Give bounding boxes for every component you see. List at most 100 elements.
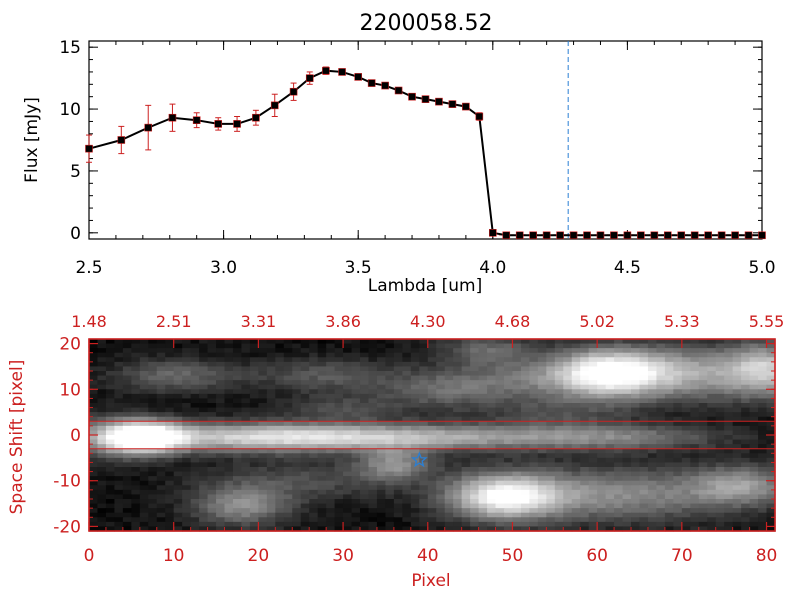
heatmap-cell [309, 416, 319, 422]
heatmap-cell [707, 339, 717, 345]
heatmap-cell [537, 521, 547, 528]
heatmap-cell [554, 485, 564, 491]
heatmap-cell [419, 393, 429, 400]
heatmap-cell [529, 375, 539, 381]
heatmap-cell [766, 339, 776, 345]
heatmap-cell [715, 435, 725, 441]
heatmap-cell [376, 517, 387, 523]
heatmap-cell [614, 352, 624, 358]
heatmap-cell [97, 407, 107, 413]
heatmap-cell [258, 521, 268, 528]
heatmap-cell [165, 393, 175, 400]
heatmap-cell [89, 439, 99, 445]
heatmap-cell [427, 366, 437, 372]
heatmap-cell [571, 494, 581, 500]
heatmap-cell [148, 521, 158, 528]
heatmap-cell [520, 517, 530, 523]
heatmap-cell [224, 494, 234, 500]
top-axis-tick-label: 5.02 [579, 312, 615, 331]
heatmap-cell [224, 526, 234, 532]
heatmap-cell [292, 499, 302, 505]
heatmap-cell [453, 348, 463, 354]
heatmap-cell [639, 471, 649, 477]
heatmap-cell [529, 393, 539, 400]
heatmap-cell [326, 489, 336, 496]
heatmap-cell [571, 357, 581, 363]
heatmap-cell [317, 425, 327, 432]
heatmap-cell [385, 361, 395, 368]
heatmap-cell [461, 407, 471, 413]
heatmap-cell [393, 521, 403, 528]
heatmap-cell [232, 384, 243, 390]
heatmap-cell [114, 425, 124, 432]
heatmap-cell [105, 352, 116, 358]
heatmap-cell [258, 389, 268, 395]
y-tick-label: -20 [53, 517, 81, 537]
heatmap-cell [554, 343, 564, 349]
heatmap-cell [241, 421, 251, 427]
heatmap-cell [300, 403, 310, 409]
heatmap-cell [292, 457, 302, 464]
heatmap-cell [673, 457, 683, 464]
heatmap-cell [376, 403, 387, 409]
heatmap-cell [656, 398, 666, 404]
heatmap-cell [165, 508, 175, 514]
heatmap-cell [673, 361, 683, 368]
heatmap-cell [105, 453, 116, 459]
heatmap-cell [326, 361, 336, 368]
heatmap-cell [715, 480, 725, 486]
heatmap-cell [622, 357, 632, 363]
heatmap-cell [571, 421, 581, 427]
heatmap-cell [173, 494, 183, 500]
x-tick-label: 5.0 [748, 258, 775, 278]
heatmap-cell [741, 339, 751, 345]
heatmap-cell [614, 361, 624, 368]
heatmap-cell [436, 343, 446, 349]
heatmap-cell [249, 444, 259, 450]
heatmap-cell [241, 348, 251, 354]
heatmap-cell [105, 421, 116, 427]
heatmap-cell [512, 457, 522, 464]
heatmap-cell [453, 503, 463, 509]
heatmap-cell [563, 366, 573, 372]
heatmap-cell [597, 339, 607, 345]
heatmap-cell [300, 352, 310, 358]
heatmap-cell [419, 467, 429, 473]
heatmap-cell [732, 508, 742, 514]
heatmap-cell [512, 407, 522, 413]
heatmap-cell [444, 499, 454, 505]
heatmap-cell [766, 421, 776, 427]
heatmap-cell [631, 448, 641, 454]
heatmap-cell [376, 421, 387, 427]
heatmap-cell [664, 503, 674, 509]
heatmap-cell [114, 494, 124, 500]
heatmap-cell [563, 457, 573, 464]
heatmap-cell [199, 421, 209, 427]
heatmap-cell [732, 448, 742, 454]
heatmap-cell [614, 389, 624, 395]
heatmap-cell [419, 503, 429, 509]
heatmap-cell [292, 389, 302, 395]
heatmap-cell [614, 403, 624, 409]
heatmap-cell [89, 339, 99, 345]
heatmap-cell [351, 412, 361, 418]
heatmap-cell [631, 384, 641, 390]
heatmap-cell [766, 476, 776, 482]
heatmap-cell [487, 375, 497, 381]
heatmap-cell [334, 435, 344, 441]
heatmap-cell [275, 371, 285, 377]
heatmap-cell [292, 375, 302, 381]
heatmap-cell [216, 389, 226, 395]
heatmap-cell [385, 435, 395, 441]
heatmap-cell [114, 343, 124, 349]
heatmap-cell [512, 467, 522, 473]
heatmap-cell [368, 380, 378, 386]
heatmap-cell [478, 521, 488, 528]
heatmap-cell [224, 448, 234, 454]
heatmap-cell [453, 435, 463, 441]
heatmap-cell [639, 371, 649, 377]
heatmap-cell [631, 526, 641, 532]
heatmap-cell [360, 499, 370, 505]
heatmap-cell [580, 403, 590, 409]
heatmap-cell [343, 352, 353, 358]
